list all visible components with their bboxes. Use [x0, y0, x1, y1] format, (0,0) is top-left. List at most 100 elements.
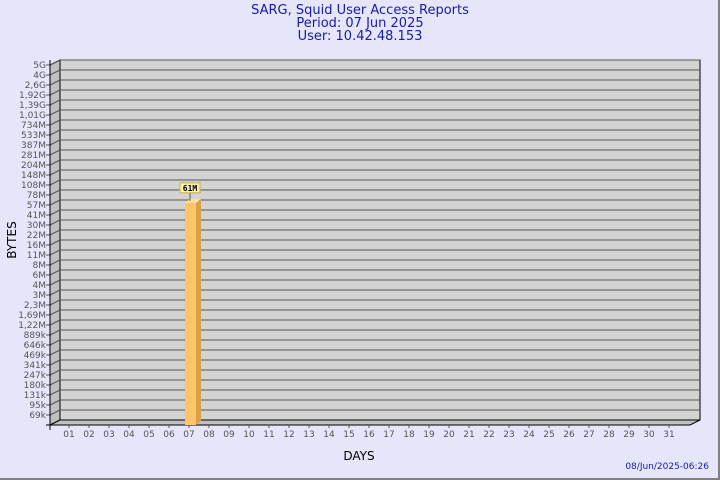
y-tick-label: 1,92G [19, 91, 46, 101]
x-tick-label: 18 [403, 430, 415, 440]
x-tick-label: 19 [423, 430, 435, 440]
y-tick-label: 387M [21, 141, 46, 151]
y-tick-diag [49, 229, 61, 236]
y-tick-label: 341k [24, 361, 47, 371]
y-tick-diag [49, 219, 61, 226]
x-tick-label: 07 [183, 430, 194, 440]
y-tick-diag [49, 119, 61, 126]
y-tick-diag [49, 199, 61, 206]
y-tick-diag [49, 239, 61, 246]
y-tick-label: 6M [33, 271, 47, 281]
y-tick-label: 4M [33, 281, 47, 291]
y-tick-diag [49, 159, 61, 166]
y-tick-diag [49, 59, 61, 66]
y-tick-label: 2,6G [25, 81, 46, 91]
x-axis-title: DAYS [343, 449, 374, 463]
x-tick-label: 04 [123, 430, 135, 440]
y-tick-label: 1,22M [18, 321, 46, 331]
y-tick-label: 2,3M [24, 301, 46, 311]
y-tick-diag [49, 259, 61, 266]
y-tick-diag [49, 319, 61, 326]
x-tick-label: 14 [323, 430, 335, 440]
y-tick-diag [49, 249, 61, 256]
y-tick-diag [49, 209, 61, 216]
y-tick-label: 646k [24, 341, 47, 351]
y-tick-diag [49, 89, 61, 96]
data-label: 61M [183, 184, 198, 193]
x-tick-label: 05 [143, 430, 154, 440]
y-tick-diag [49, 379, 61, 386]
y-tick-diag [49, 79, 61, 86]
y-tick-label: 108M [21, 181, 46, 191]
x-tick-label: 17 [383, 430, 394, 440]
data-label-box [179, 182, 201, 194]
y-tick-label: 41M [27, 211, 46, 221]
y-tick-diag [49, 69, 61, 76]
y-axis-title: BYTES [5, 221, 19, 258]
bar-side [196, 198, 201, 425]
footer-timestamp: 08/Jun/2025-06:26 [625, 462, 709, 472]
y-tick-label: 22M [27, 231, 46, 241]
chart-user: User: 10.42.48.153 [297, 29, 423, 44]
y-tick-diag [49, 369, 61, 376]
y-tick-label: 5G [33, 61, 46, 71]
y-tick-label: 11M [27, 251, 46, 261]
y-tick-label: 78M [27, 191, 46, 201]
x-tick-label: 23 [503, 430, 514, 440]
y-tick-label: 131k [24, 391, 47, 401]
y-tick-label: 4G [33, 71, 46, 81]
y-tick-label: 69k [29, 411, 46, 421]
y-tick-diag [49, 349, 61, 356]
x-tick-label: 21 [463, 430, 474, 440]
x-tick-label: 20 [443, 430, 455, 440]
x-tick-label: 24 [523, 430, 535, 440]
x-tick-label: 15 [343, 430, 354, 440]
y-tick-diag [49, 279, 61, 286]
x-tick-label: 13 [303, 430, 314, 440]
y-tick-label: 734M [21, 121, 46, 131]
chart-title: SARG, Squid User Access Reports [251, 3, 469, 18]
x-tick-label: 26 [563, 430, 575, 440]
y-tick-diag [49, 139, 61, 146]
y-tick-diag [49, 109, 61, 116]
x-tick-label: 06 [163, 430, 175, 440]
y-tick-diag [49, 99, 61, 106]
y-tick-label: 16M [27, 241, 46, 251]
x-tick-label: 30 [643, 430, 655, 440]
chart-period: Period: 07 Jun 2025 [296, 16, 424, 31]
y-tick-diag [49, 179, 61, 186]
x-tick-label: 27 [583, 430, 594, 440]
bar-top [185, 198, 201, 203]
x-tick-label: 25 [543, 430, 554, 440]
y-tick-label: 533M [21, 131, 46, 141]
y-tick-label: 3M [33, 291, 47, 301]
y-tick-label: 95k [29, 401, 46, 411]
y-tick-diag [49, 129, 61, 136]
y-tick-label: 247k [24, 371, 47, 381]
x-tick-label: 31 [663, 430, 674, 440]
y-tick-diag [49, 149, 61, 156]
y-tick-diag [49, 329, 61, 336]
x-tick-label: 08 [203, 430, 215, 440]
y-tick-diag [49, 399, 61, 406]
y-tick-label: 8M [33, 261, 47, 271]
y-tick-label: 1,01G [19, 111, 46, 121]
y-tick-label: 180k [24, 381, 47, 391]
y-tick-label: 30M [27, 221, 46, 231]
floor [49, 419, 701, 426]
x-tick-label: 09 [223, 430, 235, 440]
x-tick-label: 11 [263, 430, 274, 440]
x-tick-label: 29 [623, 430, 635, 440]
y-tick-diag [49, 359, 61, 366]
y-tick-label: 57M [27, 201, 46, 211]
y-tick-label: 281M [21, 151, 46, 161]
y-tick-diag [49, 269, 61, 276]
x-tick-label: 16 [363, 430, 375, 440]
x-tick-label: 01 [63, 430, 74, 440]
x-tick-label: 28 [603, 430, 615, 440]
y-tick-diag [49, 309, 61, 316]
bar-07 [185, 202, 196, 425]
y-tick-label: 889k [24, 331, 47, 341]
